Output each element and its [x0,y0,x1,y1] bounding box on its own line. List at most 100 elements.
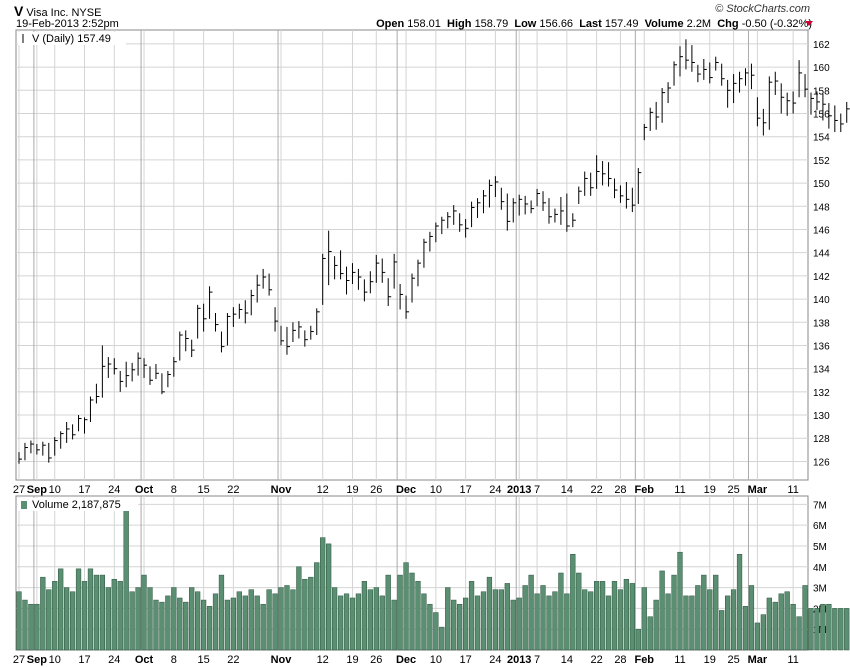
x-tick-label: 28 [614,484,626,496]
volume-bar [355,593,362,651]
volume-bar [790,603,796,651]
volume-bar [195,591,201,651]
volume-bar [379,595,385,651]
volume-x-tick-label: 17 [78,654,90,666]
volume-bar [754,622,761,651]
x-tick-label: 26 [370,484,382,496]
open-label: Open [376,18,405,30]
volume-bar [206,606,213,651]
price-tick-label: 154 [813,133,830,144]
volume-bar [349,597,356,651]
volume-bar [230,597,237,651]
volume-bar [677,551,683,651]
x-tick-label: 19 [704,484,716,496]
price-tick-label: 126 [813,457,830,468]
volume-bar [200,599,207,651]
volume-bar [58,568,64,651]
volume-bar [171,587,177,651]
volume-bar [117,581,123,651]
x-tick-label: Sep [27,484,47,496]
price-tick-label: 150 [813,179,830,190]
volume-bar [730,589,737,651]
volume-bar [683,595,689,651]
volume-bar [141,574,147,651]
volume-bar [570,554,576,651]
ticker-symbol: V [14,3,24,19]
volume-bar [403,562,409,651]
x-tick-label: 11 [674,484,685,496]
volume-x-tick-label: 26 [370,654,382,666]
last-value: 157.49 [604,18,639,30]
volume-x-tick-label: 11 [787,654,798,666]
volume-bar [564,593,570,651]
volume-bar [34,603,40,651]
chg-value: -0.50 (-0.32%) [741,18,812,30]
high-label: High [447,18,472,30]
volume-bar [462,597,469,651]
x-tick-label: 10 [430,484,442,496]
volume-bar [796,616,802,651]
volume-bar [516,597,522,651]
volume-bar [778,593,784,651]
price-tick-label: 138 [813,318,830,329]
x-tick-label: Oct [135,484,154,496]
volume-bar [397,574,403,651]
volume-bar [367,589,373,651]
volume-bar [361,581,368,651]
brand-watermark: © StockCharts.com [715,3,810,15]
volume-bar [385,574,391,651]
volume-bar [147,587,153,651]
x-tick-label: 8 [171,484,177,496]
volume-bar [343,593,350,651]
volume-bar [844,608,850,651]
volume-bar [504,583,510,651]
volume-x-tick-label: 2013 [507,654,531,666]
last-label: Last [579,18,602,30]
x-tick-label: 24 [108,484,120,496]
volume-bar [296,566,302,651]
volume-bar [165,595,171,651]
volume-bar [832,608,838,651]
volume-bar [337,595,344,651]
quote-summary: Open 158.01 High 158.79 Low 156.66 Last … [376,18,812,30]
volume-bar [647,616,653,651]
volume-x-tick-label: Dec [396,654,416,666]
x-tick-label: 19 [346,484,358,496]
price-tick-label: 136 [813,341,830,352]
volume-bar [522,585,528,651]
x-tick-label: 2013 [507,484,531,496]
high-value: 158.79 [474,18,509,30]
price-legend: V (Daily) 157.49 [32,33,111,45]
chg-label: Chg [717,18,739,30]
volume-bar [486,576,493,651]
x-tick-label: 12 [317,484,329,496]
volume-bar [22,599,28,651]
volume-bar [123,504,129,651]
volume-bar [266,589,272,651]
volume-bar [641,587,647,651]
x-tick-label: 17 [459,484,471,496]
volume-bar [605,595,612,651]
volume-bar [46,589,52,651]
exchange: NYSE [71,7,102,19]
x-tick-label: 11 [787,484,798,496]
price-tick-label: 148 [813,202,830,213]
volume-bar [653,599,659,651]
volume-bar [159,601,165,651]
volume-x-tick-label: 24 [108,654,120,666]
volume-bar [611,581,618,651]
volume-bar [808,608,814,651]
volume-bar [814,608,820,651]
price-tick-label: 132 [813,388,830,399]
volume-bar [480,591,487,651]
x-tick-label: 10 [49,484,61,496]
open-value: 158.01 [407,18,441,30]
volume-bar [373,587,379,651]
volume-bar [713,574,719,651]
volume-bar [242,595,248,651]
volume-bar [474,595,481,651]
volume-bar [760,614,766,651]
volume-bar [576,572,582,651]
price-tick-label: 140 [813,295,830,306]
